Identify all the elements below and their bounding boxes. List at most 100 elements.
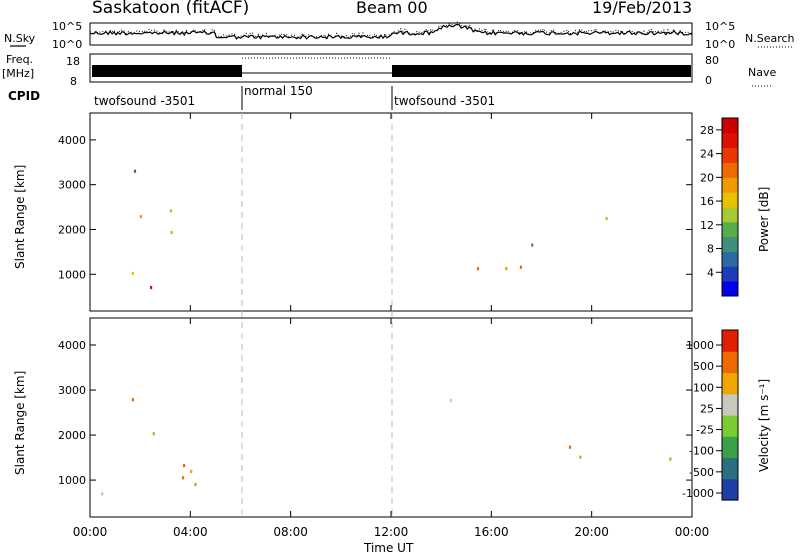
echo-cell — [131, 271, 134, 275]
colorbar-segment — [722, 118, 738, 134]
colorbar-segment — [722, 251, 738, 267]
colorbar-segment — [722, 478, 738, 501]
colorbar-segment — [722, 236, 738, 252]
colorbar-segment — [722, 132, 738, 149]
noise-sky-trace — [89, 23, 693, 40]
colorbar-frame — [721, 329, 739, 501]
colorbar-tick-label: 20 — [700, 171, 714, 184]
echo-cell — [183, 464, 186, 468]
freq-unit-label: [MHz] — [2, 67, 34, 80]
colorbar-segment — [722, 415, 738, 437]
colorbar-tick-label: 4 — [707, 266, 714, 279]
echo-cell — [150, 285, 153, 290]
colorbar-tick-label: -1000 — [682, 487, 714, 500]
nsky-label: N.Sky — [4, 32, 36, 45]
radar-title: Saskatoon (fitACF) — [92, 0, 249, 18]
colorbar-segment — [722, 207, 738, 223]
velocity-colorbar: 1000 500 100 25 -25 -100 -500 -1000 — [682, 329, 739, 501]
cpid-segment-2: normal 150 — [244, 84, 313, 98]
time-tick-label: 08:00 — [273, 525, 308, 539]
range-tick-label: 2000 — [58, 429, 86, 442]
echo-cell — [169, 209, 172, 213]
velocity-range-axis-label: Slant Range [km] — [13, 371, 27, 475]
echo-cell — [531, 243, 534, 247]
colorbar-segment — [722, 436, 738, 459]
range-tick-label: 3000 — [58, 179, 86, 192]
colorbar-tick-label: 1000 — [686, 339, 714, 352]
echo-cell — [505, 267, 508, 271]
freq-left-tick-top: 18 — [66, 55, 80, 68]
noise-search-trace — [89, 21, 693, 40]
freq-panel-frame — [89, 53, 693, 83]
colorbar-tick-label: -100 — [689, 445, 714, 458]
date-label: 19/Feb/2013 — [592, 0, 692, 17]
colorbar-segment — [722, 192, 738, 208]
freq-right-tick-top: 80 — [705, 54, 719, 67]
echo-cell — [519, 265, 522, 269]
range-tick-label: 3000 — [58, 384, 86, 397]
power-panel-frame — [89, 112, 693, 312]
range-tick-label: 2000 — [58, 223, 86, 236]
colorbar-segment — [722, 372, 738, 395]
nave-label: Nave — [748, 66, 776, 79]
freq-left-tick-bottom: 8 — [70, 75, 77, 88]
power-echo-map — [131, 169, 608, 290]
colorbar-segment — [722, 177, 738, 193]
colorbar-segment — [722, 351, 738, 374]
echo-cell — [152, 432, 155, 436]
echo-cell — [131, 398, 134, 402]
cpid-row: CPID twofsound -3501 normal 150 twofsoun… — [8, 84, 495, 110]
time-tick-label: 16:00 — [474, 525, 509, 539]
cpid-label: CPID — [8, 89, 40, 103]
noise-left-tick-bottom: 10^0 — [52, 38, 82, 51]
range-tick-label: 1000 — [58, 474, 86, 487]
echo-cell — [190, 469, 193, 474]
freq-bar-segment-2 — [392, 65, 691, 77]
time-tick-label: 00:00 — [73, 525, 108, 539]
cpid-segment-1: twofsound -3501 — [94, 94, 195, 108]
noise-left-tick-top: 10^5 — [52, 20, 82, 33]
colorbar-tick-label: 25 — [700, 402, 714, 415]
echo-cell — [669, 457, 672, 461]
colorbar-tick-label: -25 — [696, 424, 714, 437]
colorbar-tick-label: 24 — [700, 148, 714, 161]
time-tick-label: 04:00 — [173, 525, 208, 539]
colorbar-tick-label: 8 — [707, 243, 714, 256]
cpid-segment-3: twofsound -3501 — [394, 94, 495, 108]
colorbar-segment — [722, 221, 738, 238]
echo-cell — [181, 476, 185, 480]
colorbar-segment — [722, 330, 738, 352]
colorbar-tick-label: 12 — [700, 219, 714, 232]
colorbar-tick-label: 28 — [700, 124, 714, 137]
range-tick-label: 1000 — [58, 268, 86, 281]
colorbar-segment — [722, 393, 738, 416]
colorbar-segment — [722, 162, 738, 178]
time-axis-label: Time UT — [363, 541, 414, 554]
velocity-range-ticks: 1000 2000 3000 4000 — [58, 339, 692, 487]
colorbar-segment — [722, 266, 738, 282]
colorbar-tick-label: 16 — [700, 195, 714, 208]
time-tick-label: 00:00 — [675, 525, 710, 539]
noise-right-tick-bottom: 10^0 — [705, 38, 735, 51]
colorbar-tick-label: 100 — [693, 381, 714, 394]
echo-cell — [139, 215, 142, 219]
freq-label: Freq. — [6, 53, 33, 66]
echo-cell — [449, 398, 452, 403]
freq-panel: 18 8 80 0 Freq. [MHz] Nave — [2, 53, 776, 88]
time-axis: 00:00 04:00 08:00 12:00 16:00 20:00 00:00 — [73, 113, 710, 539]
echo-cell — [170, 231, 173, 235]
power-colorbar: 4 8 12 16 20 24 28 — [700, 117, 739, 297]
echo-cell — [476, 267, 480, 271]
colorbar-tick-label: 500 — [693, 360, 714, 373]
colorbar-frame — [721, 117, 739, 297]
freq-bar-segment-1 — [92, 65, 242, 77]
echo-cell — [605, 216, 608, 221]
noise-panel: 10^5 10^0 10^5 10^0 N.Sky N.Search — [4, 20, 795, 51]
range-tick-label: 4000 — [58, 134, 86, 147]
range-tick-label: 4000 — [58, 339, 86, 352]
velocity-panel-frame — [89, 317, 693, 518]
colorbar-tick-label: -500 — [689, 466, 714, 479]
velocity-panel: 1000 2000 3000 4000 Slant Range [km] — [13, 317, 693, 518]
nsearch-label: N.Search — [745, 32, 795, 45]
